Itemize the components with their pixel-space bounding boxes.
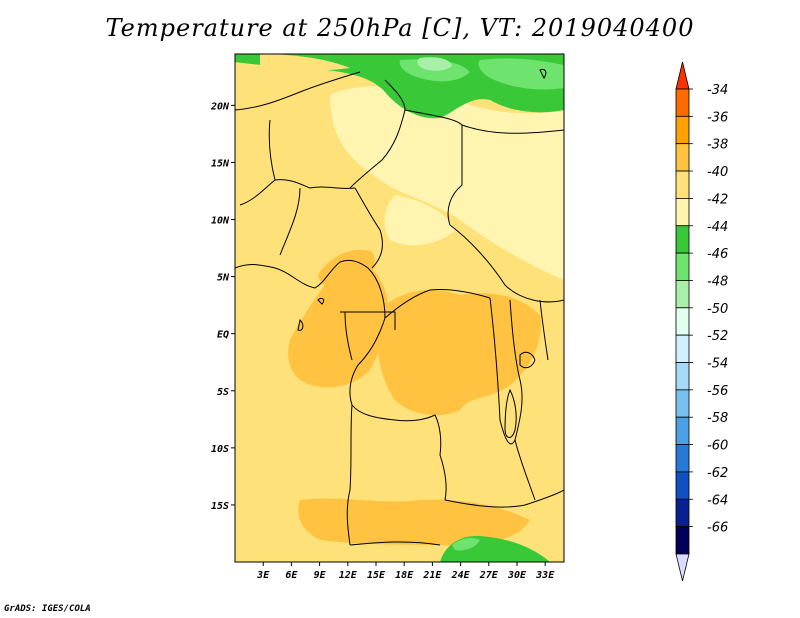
colorbar-label: -62 [707, 466, 728, 481]
colorbar-swatch [675, 362, 690, 391]
colorbar-swatch [675, 471, 690, 500]
colorbar-swatch [675, 115, 690, 145]
colorbar-label: -34 [707, 83, 728, 98]
colorbar-swatch [675, 143, 690, 172]
lon-tick-label: 18E [395, 570, 414, 581]
lat-tick-label: 5S [217, 387, 229, 398]
temperature-field [235, 54, 564, 562]
map-frame [234, 53, 565, 563]
lon-tick-label: 21E [422, 570, 442, 581]
colorbar-swatch [675, 170, 690, 199]
colorbar-label: -36 [707, 110, 728, 125]
lon-tick-label: 9E [314, 570, 327, 581]
field-yellow-fringe [260, 54, 350, 72]
colorbar-label: -60 [707, 439, 728, 454]
lat-tick-label: 10N [211, 216, 230, 227]
latitude-axis: 20N 15N 10N 5N EQ 5S 10S 15S [210, 101, 235, 512]
field-light-center [384, 195, 455, 246]
lat-tick-label: 20N [210, 101, 230, 112]
field-light-north [330, 86, 564, 280]
colorbar-label: -66 [707, 521, 728, 536]
lat-tick-label: 5N [217, 273, 230, 284]
colorbar-label: -64 [707, 493, 728, 508]
lon-tick-label: 24E [451, 570, 471, 581]
field-palegreen-north [417, 57, 452, 71]
colorbar-label: -42 [707, 192, 728, 207]
colorbar-label: -54 [707, 357, 728, 372]
colorbar-label: -46 [707, 247, 728, 262]
colorbar-top-triangle [675, 61, 690, 90]
colorbar-label: -40 [707, 165, 728, 180]
colorbar-label: -52 [707, 329, 728, 344]
colorbar-swatch [675, 334, 690, 363]
field-lightgreen-south [452, 537, 480, 551]
colorbar-swatch [675, 416, 690, 445]
lon-tick-label: 30E [507, 570, 527, 581]
lon-tick-label: 6E [285, 570, 298, 581]
colorbar-label: -58 [707, 411, 728, 426]
colorbar-swatch [675, 444, 690, 473]
colorbar-swatch [675, 280, 690, 309]
lon-tick-label: 15E [367, 570, 386, 581]
field-lightgreen-ne [478, 58, 564, 90]
colorbar-bottom-triangle [675, 553, 690, 582]
colorbar-swatch [675, 252, 690, 281]
colorbar-swatch [675, 225, 690, 254]
lon-tick-label: 3E [256, 570, 270, 581]
colorbar-swatch [675, 526, 690, 555]
lat-tick-label: EQ [217, 330, 229, 341]
field-warm-nw [318, 249, 375, 290]
field-warm-east [376, 290, 541, 416]
colorbar-label: -38 [707, 138, 728, 153]
colorbar: -34 -36 -38 -40 -42 -44 -46 -48 -50 -52 -54 -56 -58 -… [675, 61, 728, 582]
lat-tick-label: 15S [211, 501, 229, 512]
lon-tick-label: 27E [479, 570, 499, 581]
country-borders [235, 69, 564, 546]
lat-tick-label: 10S [211, 444, 229, 455]
field-warm-south [298, 498, 530, 546]
lat-tick-label: 15N [211, 158, 230, 169]
lon-tick-label: 12E [339, 570, 358, 581]
colorbar-label: -48 [707, 274, 728, 289]
colorbar-swatch [675, 389, 690, 418]
grads-credit: GrADS: IGES/COLA [4, 604, 91, 614]
colorbar-label: -50 [707, 302, 728, 317]
colorbar-swatch [675, 498, 690, 528]
lon-tick-label: 33E [535, 570, 555, 581]
colorbar-swatch [675, 197, 690, 227]
colorbar-swatch [675, 307, 690, 336]
map-title: Temperature at 250hPa [C], VT: 201904040… [105, 14, 695, 42]
colorbar-label: -56 [707, 384, 728, 399]
longitude-axis: 3E 6E 9E 12E 15E 18E 21E 24E 27E 30E 33E [256, 562, 555, 581]
field-warm-west [288, 261, 389, 388]
colorbar-swatch [675, 88, 690, 117]
colorbar-label: -44 [707, 220, 728, 235]
